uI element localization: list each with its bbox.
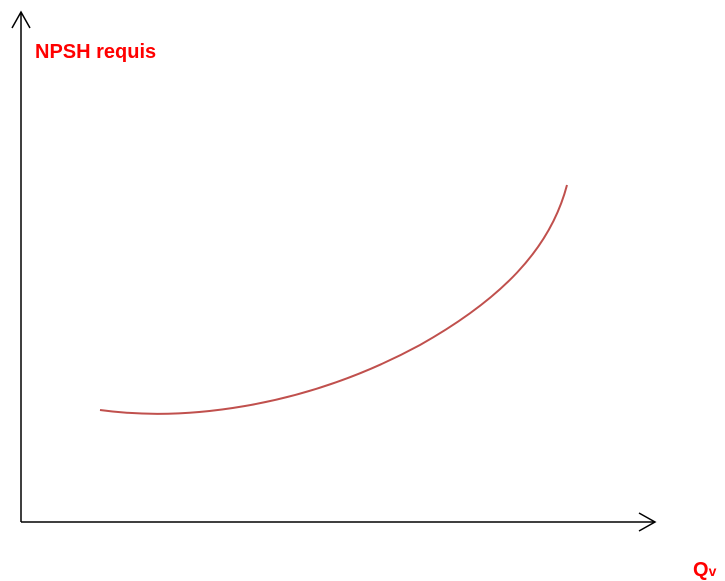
- y-axis-label: NPSH requis: [35, 41, 156, 63]
- npsh-curve: [99, 184, 568, 415]
- x-axis-label-sub: v: [709, 563, 717, 579]
- x-axis-label: Qv: [693, 559, 717, 581]
- x-axis-label-main: Q: [693, 559, 709, 581]
- x-axis-arrow: [638, 512, 657, 532]
- y-axis-arrow: [11, 10, 31, 29]
